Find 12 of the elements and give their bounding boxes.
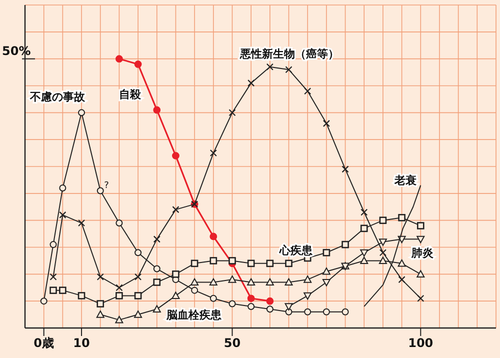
annotation: ? [104, 181, 110, 192]
series-label: 心疾患 [278, 244, 314, 257]
x-tick-label: 10 [73, 336, 90, 350]
series-label: 脳血栓疾患 [165, 308, 222, 322]
series-label: 肺炎 [410, 246, 435, 260]
series-label: 不慮の事故 [28, 90, 86, 104]
series-label: 悪性新生物（癌等） [238, 47, 339, 60]
series-label: 老衰 [393, 174, 416, 187]
x-tick-label: 50 [224, 336, 241, 350]
x-tick-label: 100 [408, 336, 434, 350]
x-tick-label: 0歳 [34, 336, 54, 350]
series-label: 自殺 [119, 88, 142, 101]
